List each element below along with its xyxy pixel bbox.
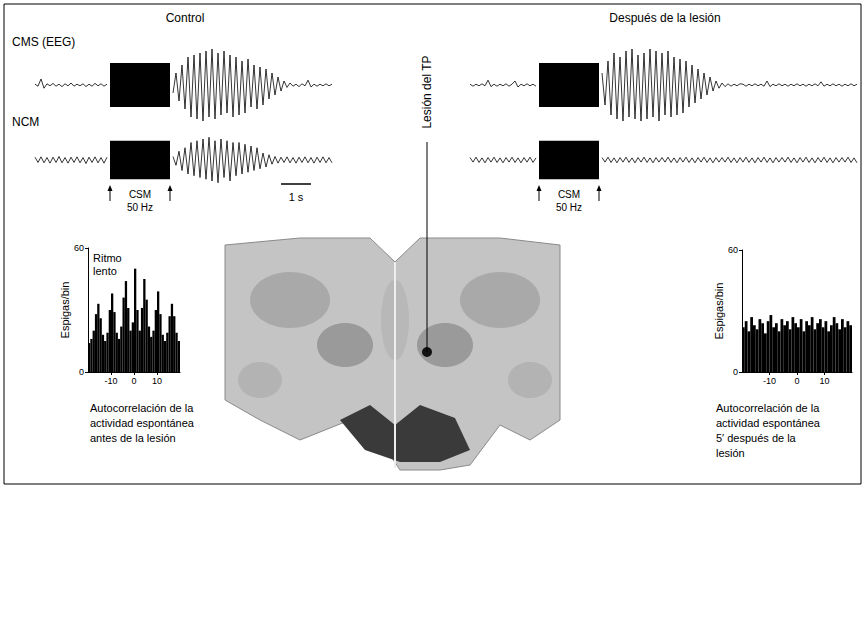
svg-text:CSM: CSM [558, 189, 580, 200]
svg-text:Lesión del TP: Lesión del TP [420, 55, 434, 128]
svg-text:10: 10 [819, 376, 829, 386]
svg-text:-10: -10 [763, 376, 776, 386]
svg-text:0: 0 [794, 376, 799, 386]
svg-text:Espigas/bin: Espigas/bin [713, 283, 725, 340]
svg-text:Después de la lesión: Después de la lesión [609, 11, 720, 25]
svg-text:60: 60 [74, 243, 84, 253]
svg-text:0: 0 [131, 376, 136, 386]
svg-text:60: 60 [728, 245, 738, 255]
svg-text:10: 10 [152, 376, 162, 386]
svg-text:Ritmo: Ritmo [93, 252, 122, 264]
svg-text:50 Hz: 50 Hz [127, 202, 153, 213]
svg-text:antes de la lesión: antes de la lesión [90, 432, 176, 444]
svg-text:Autocorrelación de la: Autocorrelación de la [716, 402, 820, 414]
svg-text:0: 0 [79, 367, 84, 377]
svg-text:-10: -10 [104, 376, 117, 386]
svg-text:CSM: CSM [129, 189, 151, 200]
svg-text:0: 0 [733, 367, 738, 377]
svg-text:CMS (EEG): CMS (EEG) [12, 35, 75, 49]
svg-text:NCM: NCM [12, 115, 39, 129]
svg-text:Control: Control [166, 11, 205, 25]
svg-text:lento: lento [93, 265, 117, 277]
svg-text:actividad espontánea: actividad espontánea [716, 417, 821, 429]
svg-text:5′ después de la: 5′ después de la [716, 432, 797, 444]
svg-text:Espigas/bin: Espigas/bin [59, 282, 71, 339]
svg-text:50 Hz: 50 Hz [556, 202, 582, 213]
svg-text:actividad espontánea: actividad espontánea [90, 417, 195, 429]
svg-text:Autocorrelación de la: Autocorrelación de la [90, 402, 194, 414]
svg-text:1 s: 1 s [289, 191, 304, 203]
svg-text:lesión: lesión [716, 447, 745, 459]
